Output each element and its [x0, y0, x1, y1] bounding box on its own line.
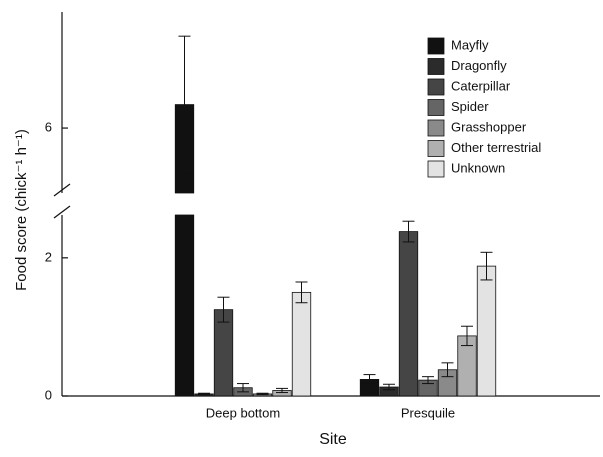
legend-label: Mayfly [451, 37, 489, 52]
axis-break [53, 205, 71, 219]
bar [476, 265, 497, 397]
bar [398, 231, 419, 397]
legend-swatch [427, 37, 445, 55]
y-tick-label: 6 [45, 119, 52, 134]
legend-swatch [427, 58, 445, 75]
legend-label: Other terrestrial [451, 140, 541, 155]
bar [291, 291, 312, 397]
y-tick-label: 0 [45, 387, 52, 402]
legend-swatch [427, 119, 445, 137]
legend-swatch [427, 99, 445, 116]
legend-swatch [427, 140, 445, 157]
legend-label: Grasshopper [451, 119, 527, 134]
legend-label: Caterpillar [451, 78, 511, 93]
bar-segment [174, 214, 195, 397]
legend-label: Spider [451, 99, 489, 114]
y-axis-label: Food score (chick⁻¹ h⁻¹) [13, 129, 30, 291]
x-tick-label: Deep bottom [206, 405, 280, 420]
legend-swatch [427, 78, 445, 96]
y-tick-label: 2 [45, 249, 52, 264]
legend-swatch [427, 160, 445, 178]
x-axis-label: Site [319, 431, 347, 448]
legend-label: Dragonfly [451, 58, 507, 73]
bar [213, 309, 234, 397]
axis-break [53, 183, 71, 197]
x-tick-label: Presquile [401, 405, 455, 420]
legend-label: Unknown [451, 160, 505, 175]
